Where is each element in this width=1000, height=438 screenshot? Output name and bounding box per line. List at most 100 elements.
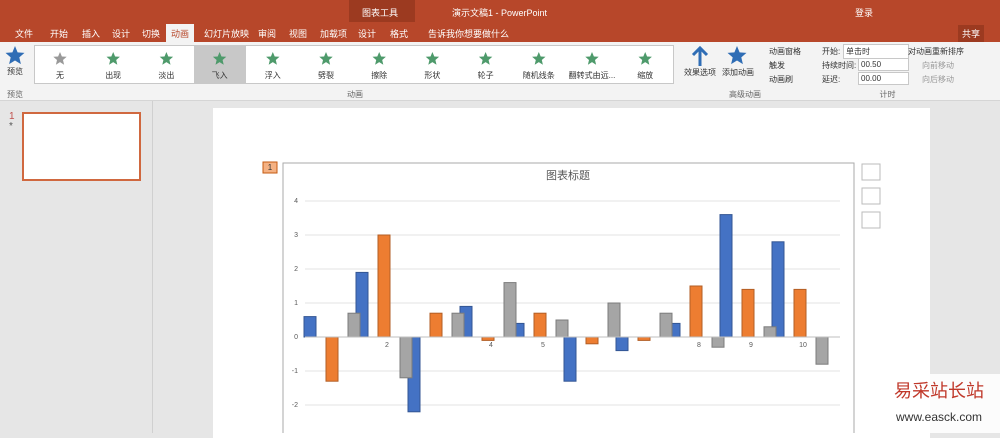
sign-in[interactable]: 登录 [855, 8, 874, 18]
context-tab: 图表工具 [362, 8, 399, 18]
chart-frame [282, 162, 855, 433]
x-tick-label: 4 [489, 342, 493, 349]
gallery-icon [159, 52, 174, 65]
tell-me[interactable]: 告诉我你想要做什么 [428, 29, 510, 39]
add-animation-icon [727, 46, 747, 65]
x-tick-label: 2 [385, 342, 389, 349]
animation-badge: 1 [268, 163, 273, 172]
bar [793, 288, 807, 338]
gallery-item[interactable]: 飞入 [211, 71, 228, 80]
gallery-icon [478, 52, 493, 65]
y-tick-label: 3 [294, 232, 298, 239]
duration-label: 持续时间: [822, 61, 857, 70]
move-earlier[interactable]: 向前移动 [922, 61, 954, 70]
bar [659, 312, 673, 338]
tab-bar: 文件 开始 插入 设计 切换 动画 幻灯片放映 审阅 视图 加载项 设计 格式 告诉我你想要做什么 共… [0, 22, 1000, 43]
slide-panel: 1 * [0, 101, 153, 433]
watermark-bg [878, 374, 1000, 433]
ribbon-group-label: 计时 [879, 90, 896, 99]
slide-thumbnail[interactable] [22, 112, 141, 181]
gallery-item[interactable]: 形状 [424, 71, 441, 80]
gallery-icon [53, 52, 67, 65]
chart-styles-button[interactable] [861, 187, 881, 205]
y-tick-label: 1 [294, 300, 298, 307]
bar [325, 336, 339, 382]
bar [689, 285, 703, 338]
add-animation[interactable]: 添加动画 [722, 68, 754, 77]
bar [585, 336, 599, 345]
animation-pane[interactable]: 动画窗格 [769, 47, 801, 56]
context-tab-bg [349, 0, 415, 22]
ribbon-tab[interactable]: 动画 [166, 24, 195, 43]
gallery-item[interactable]: 擦除 [371, 71, 388, 80]
slide-number: 1 [9, 111, 15, 122]
ribbon-tab[interactable]: 审阅 [258, 29, 277, 39]
move-later[interactable]: 向后移动 [922, 75, 954, 84]
gallery-item[interactable]: 随机线条 [522, 71, 555, 80]
reorder-label: 对动画重新排序 [908, 47, 964, 56]
chart-title: 图表标题 [546, 168, 590, 182]
gallery-icon [532, 52, 546, 65]
bar [451, 312, 465, 338]
ribbon-tab[interactable]: 文件 [15, 29, 34, 39]
gallery-item[interactable]: 翻转式由远... [568, 71, 616, 80]
x-tick-label: 9 [749, 342, 753, 349]
y-tick-label: -2 [292, 402, 298, 409]
bar [763, 326, 777, 338]
title-bar: 图表工具 演示文稿1 - PowerPoint 登录 [0, 0, 1000, 22]
trigger[interactable]: 触发 [769, 61, 785, 70]
ribbon-tab[interactable]: 插入 [82, 29, 101, 39]
ribbon-tab[interactable]: 设计 [112, 29, 131, 39]
document-title: 演示文稿1 - PowerPoint [452, 8, 548, 18]
gallery-icon [319, 52, 333, 65]
bar [481, 336, 495, 341]
gallery-item[interactable]: 劈裂 [318, 71, 334, 80]
y-tick-label: 4 [294, 198, 298, 205]
ribbon: 预览 无出现 淡出 飞入 浮入 劈裂 擦除 形状 轮子 随机线条 翻转式由远... 缩放 效果选项 … [0, 42, 1000, 101]
gallery-item[interactable]: 缩放 [637, 71, 654, 80]
ribbon-tab[interactable]: 加载项 [320, 29, 348, 39]
effect-options[interactable]: 效果选项 [684, 68, 716, 77]
ribbon-tab[interactable]: 开始 [50, 29, 69, 39]
bar [503, 282, 517, 338]
watermark-name: 易采站长站 [894, 381, 984, 401]
delay-input[interactable]: 00.00 [858, 72, 909, 85]
delay-label: 延迟: [822, 75, 841, 84]
bar [815, 336, 829, 365]
gallery-item[interactable]: 浮入 [264, 71, 281, 80]
y-tick-label: -1 [292, 368, 298, 375]
animation-gallery [34, 45, 674, 84]
bar [771, 241, 785, 338]
bar [347, 312, 361, 338]
gallery-item[interactable]: 淡出 [158, 71, 175, 80]
x-tick-label: 5 [541, 342, 545, 349]
gallery-icon [212, 52, 227, 65]
gallery-item[interactable]: 出现 [105, 71, 122, 80]
gallery-item[interactable]: 无 [56, 71, 64, 80]
watermark-url: www.easck.com [895, 410, 982, 424]
ribbon-tab[interactable]: 切换 [142, 29, 161, 39]
bar [563, 336, 577, 382]
animation-painter[interactable]: 动画刷 [769, 75, 793, 84]
gallery-icon [106, 52, 120, 65]
chart-filters-button[interactable] [861, 211, 881, 229]
gallery-icon [638, 52, 652, 65]
ribbon-tab[interactable]: 格式 [390, 29, 409, 39]
preview-button[interactable]: 预览 [7, 67, 23, 76]
share[interactable]: 共享 [958, 25, 985, 42]
ribbon-tab[interactable]: 视图 [289, 29, 308, 39]
bar [615, 336, 629, 352]
start-label: 开始: [822, 47, 841, 56]
gallery-icon [425, 52, 440, 65]
ribbon-group-label: 预览 [7, 90, 23, 99]
gallery-icon [266, 52, 280, 65]
duration-input[interactable]: 00.50 [858, 58, 909, 71]
bar [429, 312, 443, 338]
ribbon-tab[interactable]: 幻灯片放映 [204, 29, 250, 39]
gallery-icon [372, 52, 386, 65]
gallery-item[interactable]: 轮子 [477, 71, 494, 80]
ribbon-tab[interactable]: 设计 [358, 29, 377, 39]
chart-elements-button[interactable] [861, 163, 881, 181]
